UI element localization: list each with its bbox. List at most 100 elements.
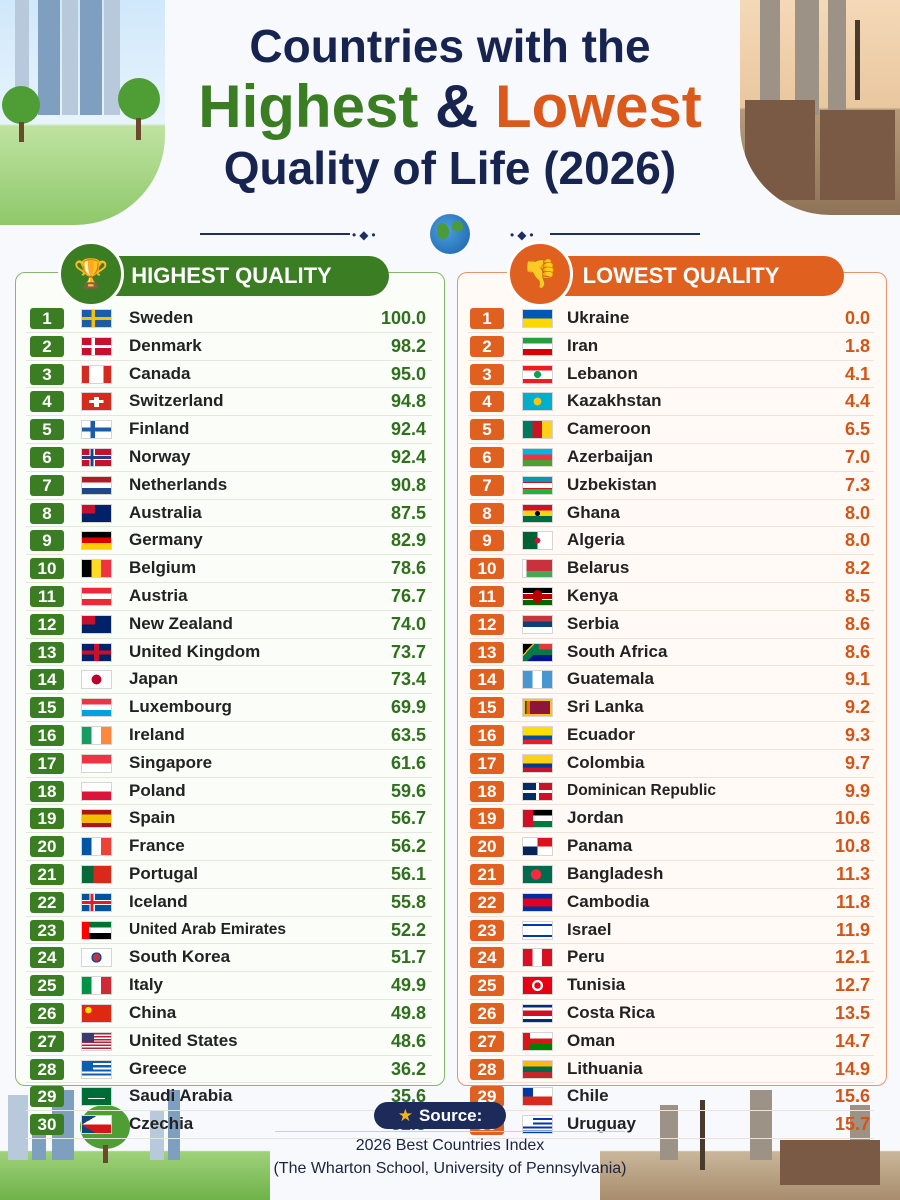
highest-row: 2 Denmark 98.2 — [26, 333, 432, 361]
country-name: Dominican Republic — [567, 781, 716, 799]
country-name: Chile — [567, 1086, 609, 1106]
rank-badge: 8 — [30, 502, 64, 524]
highest-row: 9 Germany 82.9 — [26, 527, 432, 556]
flag-icon — [522, 475, 553, 495]
country-name: United Arab Emirates — [129, 920, 287, 938]
flag-icon — [522, 447, 553, 467]
lowest-row: 29 Chile 15.6 — [468, 1083, 874, 1112]
flag-icon — [522, 837, 553, 857]
lowest-row: 16 Ecuador 9.3 — [468, 722, 874, 750]
rank-badge: 13 — [30, 641, 64, 663]
flag-icon — [522, 614, 553, 634]
country-name: New Zealand — [129, 613, 233, 633]
country-name: Australia — [129, 502, 202, 522]
title-ampersand: & — [434, 73, 479, 140]
score-value: 48.6 — [390, 1030, 426, 1051]
rank-badge: 12 — [30, 613, 64, 635]
lowest-row: 23 Israel 11.9 — [468, 917, 874, 945]
country-name: Finland — [129, 419, 190, 439]
country-name: Lithuania — [567, 1058, 643, 1078]
highest-row: 11 Austria 76.7 — [26, 583, 432, 611]
rank-badge: 13 — [470, 641, 504, 663]
flag-icon — [81, 698, 112, 718]
score-value: 92.4 — [390, 419, 426, 440]
rank-badge: 2 — [30, 335, 64, 357]
rank-badge: 11 — [470, 585, 504, 607]
rank-badge: 18 — [470, 780, 504, 802]
flag-icon — [522, 781, 553, 801]
lowest-row: 28 Lithuania 14.9 — [468, 1056, 874, 1084]
flag-icon — [81, 753, 112, 773]
flag-icon — [522, 309, 553, 328]
rank-badge: 22 — [470, 891, 504, 913]
rank-badge: 16 — [470, 724, 504, 746]
trophy-icon: 🏆 — [58, 241, 124, 307]
highest-row: 16 Ireland 63.5 — [26, 722, 432, 750]
country-name: Ireland — [129, 724, 185, 744]
country-name: Switzerland — [129, 391, 224, 411]
highest-row: 8 Australia 87.5 — [26, 500, 432, 528]
rank-badge: 25 — [30, 975, 64, 997]
score-value: 56.1 — [390, 863, 426, 884]
flag-icon — [522, 725, 553, 745]
score-value: 9.1 — [844, 669, 870, 690]
flag-icon — [522, 920, 553, 940]
flag-icon — [81, 503, 112, 523]
highest-row: 4 Switzerland 94.8 — [26, 388, 432, 417]
source-badge: ★ Source: — [374, 1102, 506, 1129]
rank-badge: 6 — [30, 446, 64, 468]
lowest-row: 6 Azerbaijan 7.0 — [468, 444, 874, 472]
score-value: 73.4 — [390, 669, 426, 690]
lowest-row: 19 Jordan 10.6 — [468, 805, 874, 834]
score-value: 61.6 — [390, 752, 426, 773]
country-name: Uzbekistan — [567, 474, 657, 494]
rank-badge: 22 — [30, 891, 64, 913]
country-name: Greece — [129, 1058, 187, 1078]
country-name: Saudi Arabia — [129, 1086, 233, 1106]
rank-badge: 4 — [30, 391, 64, 413]
score-value: 12.1 — [834, 947, 870, 968]
score-value: 36.2 — [390, 1058, 426, 1079]
score-value: 11.3 — [835, 863, 870, 884]
country-name: Belarus — [567, 558, 630, 578]
rank-badge: 23 — [30, 919, 64, 941]
highest-row: 21 Portugal 56.1 — [26, 861, 432, 889]
flag-icon — [81, 420, 112, 440]
rank-badge: 28 — [30, 1058, 64, 1080]
title-line-3: Quality of Life (2026) — [223, 142, 677, 194]
rank-badge: 6 — [470, 446, 504, 468]
lowest-row: 17 Colombia 9.7 — [468, 750, 874, 778]
lowest-row: 10 Belarus 8.2 — [468, 555, 874, 583]
title-lowest: Lowest — [495, 73, 702, 140]
score-value: 8.2 — [844, 558, 870, 579]
lowest-row: 3 Lebanon 4.1 — [468, 361, 874, 389]
rank-badge: 24 — [470, 947, 504, 969]
highest-row: 14 Japan 73.4 — [26, 666, 432, 695]
flag-icon — [522, 1115, 553, 1135]
rank-badge: 19 — [470, 808, 504, 830]
title-divider: •◆• •◆• — [200, 228, 700, 242]
rank-badge: 2 — [470, 335, 504, 357]
flag-icon — [81, 670, 112, 690]
highest-row: 19 Spain 56.7 — [26, 805, 432, 834]
rank-badge: 7 — [470, 474, 504, 496]
rank-badge: 9 — [30, 530, 64, 552]
rank-badge: 3 — [470, 363, 504, 385]
country-name: Azerbaijan — [567, 446, 653, 466]
lowest-row: 25 Tunisia 12.7 — [468, 972, 874, 1000]
flag-icon — [81, 447, 112, 467]
rank-badge: 30 — [30, 1114, 64, 1136]
flag-icon — [81, 336, 112, 356]
score-value: 8.5 — [844, 585, 870, 606]
country-name: United States — [129, 1030, 238, 1050]
flag-icon — [81, 364, 112, 384]
rank-badge: 20 — [470, 836, 504, 858]
highest-row: 1 Sweden 100.0 — [26, 305, 432, 333]
score-value: 35.6 — [390, 1086, 426, 1107]
score-value: 11.9 — [835, 919, 870, 940]
score-value: 52.2 — [390, 919, 426, 940]
flag-icon — [81, 892, 112, 912]
source-divider — [275, 1131, 625, 1132]
highest-row: 6 Norway 92.4 — [26, 444, 432, 472]
highest-row: 18 Poland 59.6 — [26, 778, 432, 806]
